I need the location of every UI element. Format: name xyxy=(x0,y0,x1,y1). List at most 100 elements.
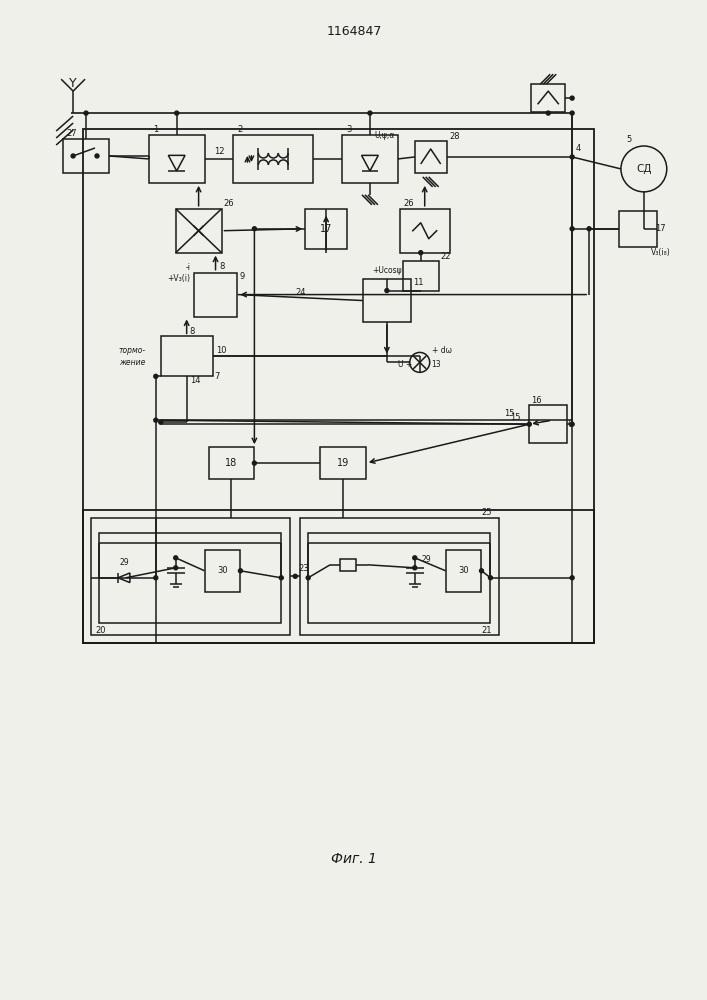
Circle shape xyxy=(570,111,574,115)
Text: 9: 9 xyxy=(240,272,245,281)
Text: 11: 11 xyxy=(413,278,423,287)
Bar xyxy=(233,135,313,183)
Text: 17: 17 xyxy=(655,224,666,233)
Bar xyxy=(148,135,204,183)
Bar xyxy=(619,211,657,247)
Text: СД: СД xyxy=(636,164,652,174)
Text: 4: 4 xyxy=(575,144,580,153)
Circle shape xyxy=(279,576,284,580)
Bar xyxy=(63,139,109,173)
Circle shape xyxy=(547,111,550,115)
Text: 10: 10 xyxy=(216,346,227,355)
Circle shape xyxy=(570,576,574,580)
Text: 17: 17 xyxy=(320,224,332,234)
Circle shape xyxy=(368,111,372,115)
Bar xyxy=(340,559,356,571)
Circle shape xyxy=(385,289,389,293)
Bar xyxy=(83,129,594,643)
Bar xyxy=(400,209,450,253)
Bar xyxy=(194,273,238,317)
Text: 6: 6 xyxy=(568,420,573,429)
Text: 1: 1 xyxy=(153,125,158,134)
Text: -i: -i xyxy=(186,263,191,272)
Circle shape xyxy=(527,422,531,426)
Text: 22: 22 xyxy=(440,252,451,261)
Circle shape xyxy=(154,418,158,422)
Circle shape xyxy=(95,154,99,158)
Text: 27: 27 xyxy=(66,129,77,138)
Circle shape xyxy=(252,461,257,465)
Text: 28: 28 xyxy=(450,132,460,141)
Text: 15: 15 xyxy=(510,413,520,422)
Text: + dω: + dω xyxy=(432,346,452,355)
Text: +Ucosψ: +Ucosψ xyxy=(372,266,402,275)
Text: 26: 26 xyxy=(404,199,414,208)
Text: 21: 21 xyxy=(481,626,491,635)
Text: 3: 3 xyxy=(346,125,351,134)
Text: 12: 12 xyxy=(214,147,224,156)
Text: Фиг. 1: Фиг. 1 xyxy=(331,852,377,866)
Bar xyxy=(530,405,567,443)
Text: 20: 20 xyxy=(95,626,105,635)
Text: 19: 19 xyxy=(337,458,349,468)
Text: 14: 14 xyxy=(189,376,200,385)
Circle shape xyxy=(479,569,484,573)
Text: V₃(i₈): V₃(i₈) xyxy=(651,248,671,257)
Circle shape xyxy=(489,576,493,580)
Text: 29: 29 xyxy=(422,555,431,564)
Bar xyxy=(176,209,221,253)
Bar xyxy=(445,550,481,592)
Circle shape xyxy=(252,227,257,231)
Bar xyxy=(308,533,491,623)
Bar xyxy=(403,261,438,291)
Text: 18: 18 xyxy=(226,458,238,468)
Text: 23: 23 xyxy=(298,564,309,573)
Circle shape xyxy=(84,111,88,115)
Text: жение: жение xyxy=(119,358,146,367)
Text: 8: 8 xyxy=(220,262,225,271)
Circle shape xyxy=(413,566,416,570)
Circle shape xyxy=(413,556,416,560)
Circle shape xyxy=(174,556,177,560)
Text: U,ψ,α: U,ψ,α xyxy=(375,131,395,140)
Circle shape xyxy=(154,576,158,580)
Circle shape xyxy=(174,566,177,570)
Circle shape xyxy=(419,251,423,255)
Text: 2: 2 xyxy=(238,125,243,134)
Bar xyxy=(209,447,255,479)
Circle shape xyxy=(71,154,75,158)
Bar xyxy=(83,510,594,643)
Circle shape xyxy=(570,227,574,231)
Text: 1164847: 1164847 xyxy=(327,25,382,38)
Circle shape xyxy=(154,374,158,378)
Text: 25: 25 xyxy=(481,508,491,517)
Text: 30: 30 xyxy=(458,566,469,575)
Circle shape xyxy=(159,420,163,424)
Text: 5: 5 xyxy=(626,135,631,144)
Text: 7: 7 xyxy=(214,372,220,381)
Text: 24: 24 xyxy=(295,288,305,297)
Text: тормо-: тормо- xyxy=(119,346,146,355)
Text: 30: 30 xyxy=(217,566,228,575)
Circle shape xyxy=(570,422,574,426)
Text: 15: 15 xyxy=(504,409,515,418)
Text: 29: 29 xyxy=(119,558,129,567)
Bar xyxy=(415,141,447,173)
Bar xyxy=(300,518,499,635)
Bar xyxy=(363,279,411,322)
Circle shape xyxy=(238,569,243,573)
Circle shape xyxy=(293,574,297,578)
Circle shape xyxy=(570,155,574,159)
Text: 8: 8 xyxy=(189,327,195,336)
Text: 16: 16 xyxy=(531,396,542,405)
Circle shape xyxy=(587,227,591,231)
Text: 26: 26 xyxy=(223,199,234,208)
Text: U +: U + xyxy=(398,360,412,369)
Bar xyxy=(91,518,291,635)
Circle shape xyxy=(306,576,310,580)
Bar xyxy=(305,209,347,249)
Circle shape xyxy=(175,111,179,115)
Bar xyxy=(320,447,366,479)
Bar xyxy=(342,135,398,183)
Bar xyxy=(531,84,565,112)
